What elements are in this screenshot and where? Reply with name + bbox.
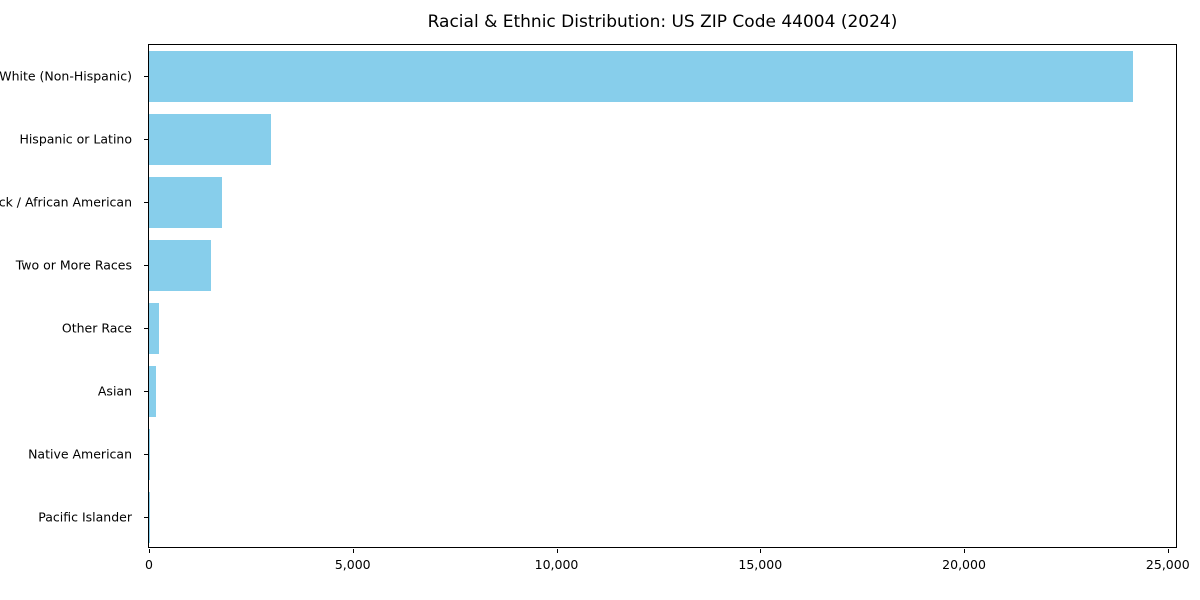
bar-white-non-hispanic bbox=[149, 51, 1134, 102]
y-tick-mark bbox=[144, 517, 148, 518]
chart-title: Racial & Ethnic Distribution: US ZIP Cod… bbox=[427, 12, 898, 32]
x-tick-mark bbox=[760, 549, 762, 553]
y-tick-label: Other Race bbox=[61, 320, 132, 335]
y-tick-label: Two or More Races bbox=[15, 257, 132, 272]
bar-native-american bbox=[149, 429, 151, 480]
x-tick-mark bbox=[149, 549, 150, 553]
y-tick-label: Black / African American bbox=[0, 194, 132, 209]
y-tick-label: Pacific Islander bbox=[38, 509, 132, 524]
y-tick-mark bbox=[144, 139, 148, 140]
y-tick-mark bbox=[144, 454, 148, 455]
y-axis-labels: White (Non-Hispanic) Hispanic or Latino Bl… bbox=[0, 44, 140, 548]
x-tick-label: 0 bbox=[145, 557, 153, 572]
bar-asian bbox=[149, 366, 156, 417]
plot-area: 0 5,000 10,000 15,000 20,000 25,000 bbox=[144, 44, 1190, 572]
y-tick-label: Native American bbox=[28, 446, 132, 461]
y-tick-mark bbox=[144, 265, 148, 266]
x-tick-label: 5,000 bbox=[334, 557, 371, 572]
y-tick-mark bbox=[144, 391, 148, 392]
x-tick-mark bbox=[1167, 549, 1169, 553]
y-tick-label: Asian bbox=[97, 383, 132, 398]
y-tick-label: White (Non-Hispanic) bbox=[0, 68, 132, 83]
x-tick-mark bbox=[556, 549, 558, 553]
x-tick-label: 25,000 bbox=[1145, 557, 1190, 572]
x-tick-mark bbox=[352, 549, 354, 553]
x-tick-label: 10,000 bbox=[534, 557, 579, 572]
bar-black-african-american bbox=[149, 177, 223, 228]
bar-hispanic-or-latino bbox=[149, 114, 272, 165]
y-tick-mark bbox=[144, 202, 148, 203]
bar-two-or-more-races bbox=[149, 240, 211, 291]
y-tick-label: Hispanic or Latino bbox=[19, 131, 132, 146]
x-tick-label: 20,000 bbox=[942, 557, 986, 572]
x-tick-label: 15,000 bbox=[738, 557, 783, 572]
x-tick-mark bbox=[964, 549, 966, 553]
bar-other-race bbox=[149, 303, 160, 354]
y-tick-mark bbox=[144, 328, 148, 329]
y-tick-mark bbox=[144, 76, 148, 77]
